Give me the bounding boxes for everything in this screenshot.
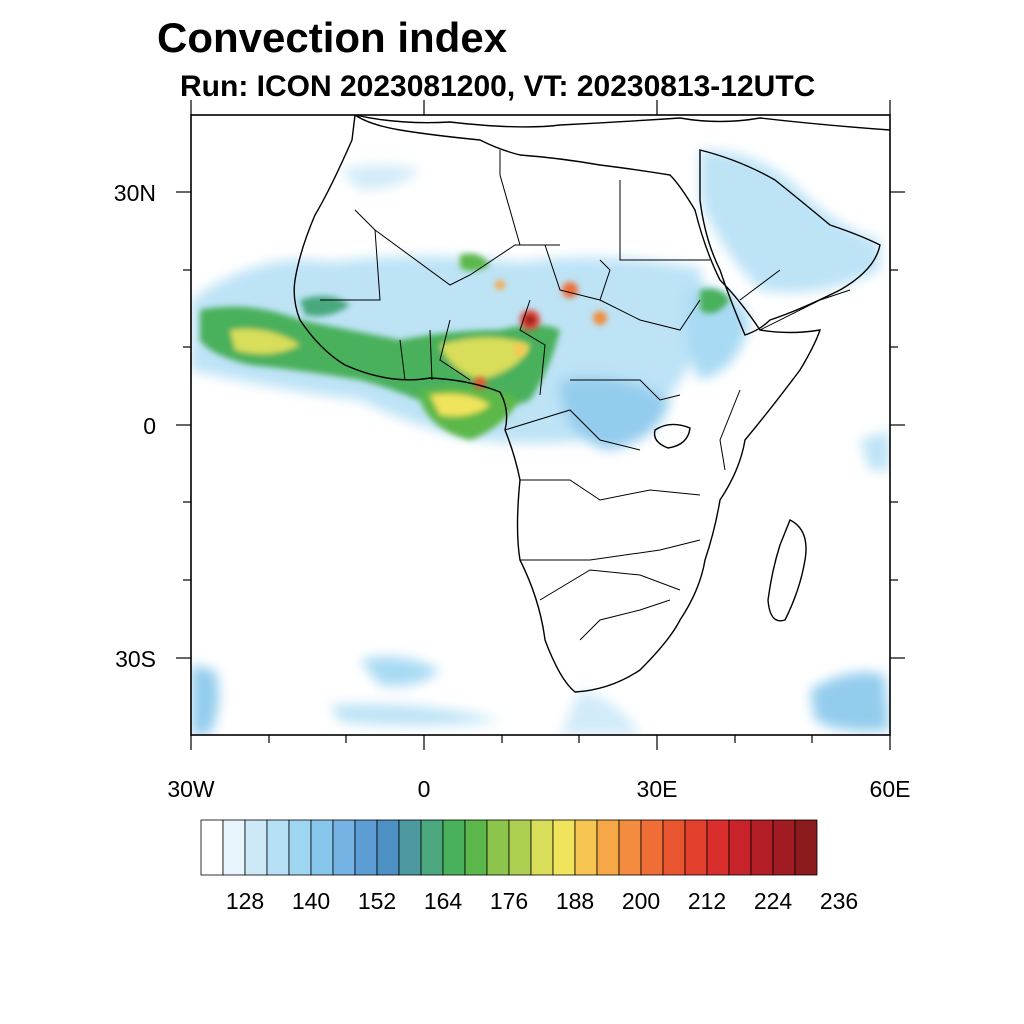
map-title: Convection index [157,14,508,61]
colorbar-swatch [310,819,334,876]
colorbar-swatch [684,819,708,876]
colorbar-swatch [398,819,422,876]
colorbar-swatch [508,819,532,876]
colorbar-swatch [750,819,774,876]
colorbar-swatch [728,819,752,876]
colorbar-label: 200 [621,888,661,914]
colorbar-label: 128 [225,888,265,914]
colorbar-swatch [486,819,510,876]
colorbar [200,819,818,876]
colorbar-swatch [618,819,642,876]
colorbar-swatch [794,819,818,876]
colorbar-swatch [464,819,488,876]
colorbar-swatch [640,819,664,876]
country-borders [320,150,851,641]
colorbar-swatch [288,819,312,876]
colorbar-label: 188 [555,888,595,914]
colorbar-swatch [442,819,466,876]
lat-label-30n: 30N [113,180,156,206]
colorbar-swatch [530,819,554,876]
colorbar-label: 212 [687,888,727,914]
coastline [293,115,890,693]
colorbar-swatch [574,819,598,876]
lon-label-60e: 60E [869,776,911,802]
colorbar-label: 176 [489,888,529,914]
colorbar-label: 236 [819,888,859,914]
colorbar-swatch [420,819,444,876]
colorbar-swatch [332,819,356,876]
colorbar-label: 140 [291,888,331,914]
colorbar-label: 152 [357,888,397,914]
colorbar-swatch [200,819,224,876]
colorbar-swatch [596,819,620,876]
lon-label-0: 0 [417,776,431,802]
colorbar-swatch [552,819,576,876]
map-subtitle: Run: ICON 2023081200, VT: 20230813-12UTC [180,70,816,103]
colorbar-swatch [222,819,246,876]
lon-label-30w: 30W [167,776,215,802]
lat-label-0: 0 [143,413,156,439]
colorbar-swatch [244,819,268,876]
axis-ticks [176,100,905,750]
colorbar-swatch [706,819,730,876]
convection-field [191,150,890,735]
lat-label-30s: 30S [115,646,156,672]
colorbar-label: 164 [423,888,463,914]
colorbar-swatch [772,819,796,876]
colorbar-swatch [376,819,400,876]
colorbar-label: 224 [753,888,793,914]
colorbar-swatch [354,819,378,876]
colorbar-swatch [662,819,686,876]
colorbar-swatch [266,819,290,876]
lon-label-30e: 30E [636,776,678,802]
